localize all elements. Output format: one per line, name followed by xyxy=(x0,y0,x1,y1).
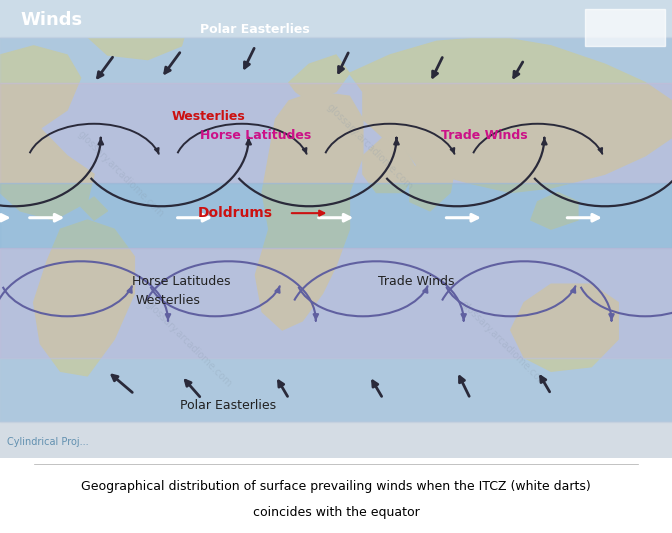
Polygon shape xyxy=(0,0,672,37)
Bar xyxy=(0,0,672,37)
Polygon shape xyxy=(363,138,417,192)
Bar xyxy=(0,183,672,247)
Bar xyxy=(0,358,672,422)
Bar xyxy=(0,37,672,83)
Polygon shape xyxy=(0,46,94,220)
Bar xyxy=(0,83,672,183)
Text: Winds: Winds xyxy=(20,11,82,29)
Text: glossary.arcadiome.com: glossary.arcadiome.com xyxy=(143,298,233,389)
Text: Westerlies: Westerlies xyxy=(136,294,200,306)
Polygon shape xyxy=(255,92,363,330)
Bar xyxy=(0,422,672,458)
Polygon shape xyxy=(289,55,349,101)
Text: glossary.arcadiome.com: glossary.arcadiome.com xyxy=(76,129,166,219)
Polygon shape xyxy=(531,192,578,229)
Text: Westerlies: Westerlies xyxy=(171,110,245,123)
Bar xyxy=(585,9,665,46)
Bar xyxy=(0,247,672,358)
Polygon shape xyxy=(87,14,188,60)
Text: glossary.arcadiome.com: glossary.arcadiome.com xyxy=(325,102,415,192)
Polygon shape xyxy=(81,197,108,220)
Text: glossary.arcadiome.com: glossary.arcadiome.com xyxy=(459,298,549,389)
Text: Polar Easterlies: Polar Easterlies xyxy=(180,399,277,412)
Text: Trade Winds: Trade Winds xyxy=(378,276,455,288)
Text: Doldrums: Doldrums xyxy=(198,206,273,220)
Text: Cylindrical Proj...: Cylindrical Proj... xyxy=(7,437,88,447)
Text: Horse Latitudes: Horse Latitudes xyxy=(200,129,311,142)
Polygon shape xyxy=(34,220,134,376)
Text: Polar Easterlies: Polar Easterlies xyxy=(200,23,310,36)
Polygon shape xyxy=(511,284,618,372)
Text: Trade Winds: Trade Winds xyxy=(441,129,527,142)
Text: Horse Latitudes: Horse Latitudes xyxy=(132,276,230,288)
Polygon shape xyxy=(591,124,618,147)
Text: coincides with the equator: coincides with the equator xyxy=(253,506,419,519)
Polygon shape xyxy=(349,37,672,192)
Polygon shape xyxy=(410,147,457,211)
Text: Geographical distribution of surface prevailing winds when the ITCZ (white darts: Geographical distribution of surface pre… xyxy=(81,480,591,493)
